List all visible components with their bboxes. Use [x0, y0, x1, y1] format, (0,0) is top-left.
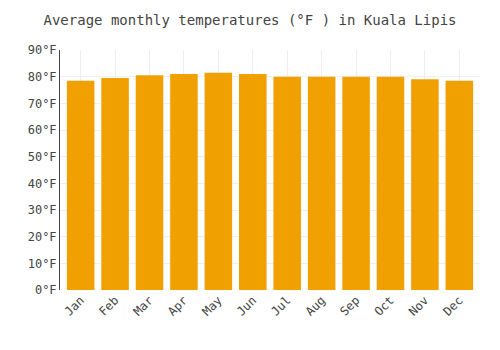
svg-text:Nov: Nov	[406, 293, 431, 318]
svg-text:80°F: 80°F	[28, 70, 57, 84]
svg-text:Jan: Jan	[62, 293, 87, 318]
svg-text:Average monthly temperatures (: Average monthly temperatures (°F ) in Ku…	[43, 12, 456, 28]
svg-text:90°F: 90°F	[28, 43, 57, 57]
svg-text:Feb: Feb	[96, 293, 121, 318]
svg-text:10°F: 10°F	[28, 257, 57, 271]
svg-text:50°F: 50°F	[28, 150, 57, 164]
svg-text:Jun: Jun	[234, 293, 259, 318]
svg-text:Jul: Jul	[268, 293, 293, 318]
svg-text:Oct: Oct	[372, 293, 397, 318]
svg-text:Mar: Mar	[131, 293, 156, 318]
svg-text:30°F: 30°F	[28, 203, 57, 217]
svg-text:70°F: 70°F	[28, 97, 57, 111]
svg-text:Aug: Aug	[303, 293, 328, 318]
svg-text:Apr: Apr	[165, 293, 190, 318]
svg-text:0°F: 0°F	[35, 283, 57, 297]
svg-text:May: May	[199, 293, 224, 318]
svg-text:Dec: Dec	[440, 293, 465, 318]
svg-text:40°F: 40°F	[28, 177, 57, 191]
svg-text:Sep: Sep	[337, 293, 362, 318]
svg-text:60°F: 60°F	[28, 123, 57, 137]
svg-text:20°F: 20°F	[28, 230, 57, 244]
